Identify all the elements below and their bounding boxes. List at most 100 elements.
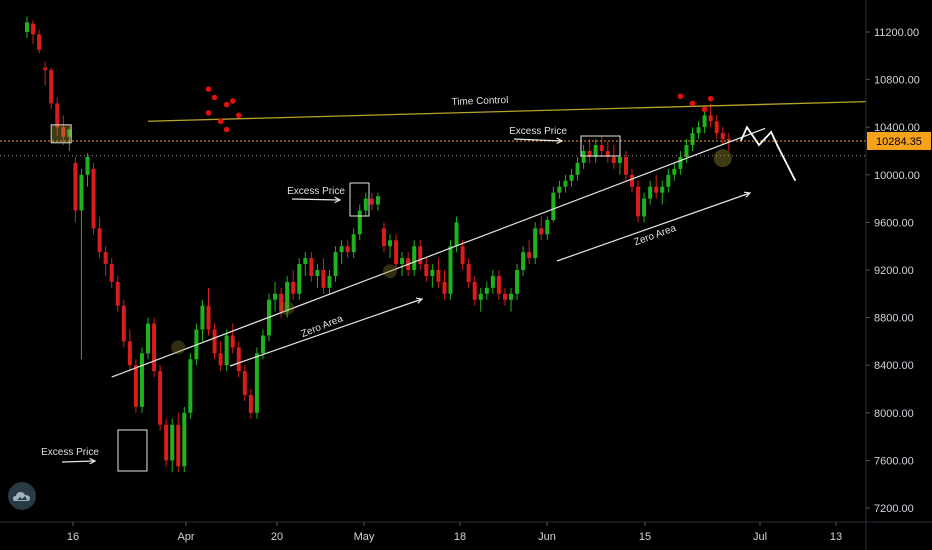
candle-body	[218, 353, 223, 366]
candle-body	[188, 359, 193, 413]
price-tick-label: 9200.00	[874, 265, 914, 277]
signal-dot	[707, 95, 714, 102]
price-tick-label: 10800.00	[874, 75, 920, 87]
price-tick-label: 8400.00	[874, 360, 914, 372]
candle-body	[478, 293, 483, 300]
candle-body	[551, 192, 556, 221]
projection-path	[740, 125, 797, 182]
candle-body	[381, 228, 386, 247]
price-tick-label: 10000.00	[874, 170, 920, 182]
candle-body	[103, 252, 108, 265]
candle-body	[242, 371, 247, 395]
touch-point-marker	[280, 301, 295, 316]
candle-body	[660, 186, 665, 193]
candle-body	[545, 220, 550, 235]
candle-body	[436, 270, 441, 282]
candle-body	[309, 258, 314, 276]
candle-body	[496, 275, 501, 294]
candle-body	[170, 424, 175, 461]
candle-body	[581, 151, 586, 163]
time-control-line	[147, 100, 867, 122]
candle-body	[678, 156, 683, 169]
excess-price-arrow-head	[89, 457, 97, 465]
candle-body	[684, 145, 689, 157]
candle-body	[569, 174, 574, 181]
candle-body	[25, 22, 29, 32]
candle-body	[248, 394, 253, 413]
signal-dot	[223, 101, 230, 108]
candle-body	[605, 151, 610, 157]
zero-area-arrow-head	[743, 191, 752, 198]
candle-body	[146, 323, 150, 354]
current-price-tag	[867, 131, 931, 150]
candle-body	[109, 264, 114, 282]
candle-body	[454, 222, 459, 247]
candle-body	[533, 228, 538, 259]
candle-body	[388, 240, 392, 247]
candle-body	[79, 174, 84, 211]
time-tick-label: May	[354, 531, 375, 543]
candle-body	[394, 240, 399, 265]
zero-area-arrow	[229, 298, 423, 367]
candle-body	[412, 246, 417, 270]
candle-body	[31, 23, 36, 35]
candle-body	[182, 412, 187, 467]
excess-price-arrow	[61, 460, 96, 463]
candle-body	[400, 258, 405, 265]
candle-body	[164, 424, 169, 461]
excess-price-label: Excess Price	[287, 186, 345, 197]
candle-body	[521, 252, 526, 270]
time-tick-label: 16	[67, 531, 79, 543]
candle-body	[708, 115, 713, 122]
price-tick-label: 8800.00	[874, 313, 914, 325]
candle-body	[563, 180, 568, 187]
price-tick-label: 7600.00	[874, 455, 914, 467]
time-tick-label: 20	[271, 531, 283, 543]
candle-body	[587, 151, 592, 157]
price-axis[interactable]: 11200.00 10800.00 10400.00 10000.00 9600.00 9…	[865, 0, 931, 550]
signal-dot	[677, 93, 684, 100]
brand-logo[interactable]	[8, 482, 36, 510]
plot-area	[25, 16, 731, 473]
touch-point-marker	[383, 264, 397, 279]
excess-price-box	[580, 135, 621, 157]
candle-body	[611, 156, 616, 163]
candle-body	[351, 234, 356, 253]
candle-body	[327, 275, 332, 288]
candle-body	[85, 156, 90, 175]
candle-body	[623, 156, 628, 175]
candle-body	[430, 270, 435, 276]
time-tick-label: Apr	[177, 531, 194, 543]
candle-body	[206, 305, 211, 330]
signal-dot	[205, 110, 212, 116]
candle-body	[369, 198, 374, 205]
time-tick-label: Jul	[753, 531, 767, 543]
candle-body	[357, 210, 362, 235]
candle-body	[73, 162, 78, 211]
candle-body	[139, 353, 144, 407]
candle-body	[490, 275, 495, 288]
excess-price-arrow	[513, 138, 563, 142]
price-tick-label: 9600.00	[874, 217, 914, 229]
candle-body	[133, 365, 138, 407]
annotation-layer: Time Control Excess Price Excess Price Exce…	[0, 86, 867, 472]
candle-body	[375, 196, 380, 205]
excess-price-arrow-head	[556, 137, 564, 145]
price-tick-label: 10400.00	[874, 122, 920, 134]
cloud-icon	[13, 492, 30, 501]
candle-body	[127, 341, 132, 366]
candle-body	[152, 323, 157, 372]
trend-line	[111, 127, 766, 378]
candle-body	[690, 133, 695, 146]
candle-body	[279, 293, 284, 312]
time-control-label: Time Control	[451, 95, 508, 108]
candle-body	[303, 258, 308, 265]
time-axis[interactable]: 16 Apr 20 May 18 Jun 15 Jul 13	[0, 521, 932, 543]
time-tick-label: Jun	[538, 531, 556, 543]
candle-body	[539, 228, 544, 235]
signal-dot	[223, 126, 230, 133]
candle-body	[714, 121, 719, 134]
candle-body	[557, 186, 562, 193]
